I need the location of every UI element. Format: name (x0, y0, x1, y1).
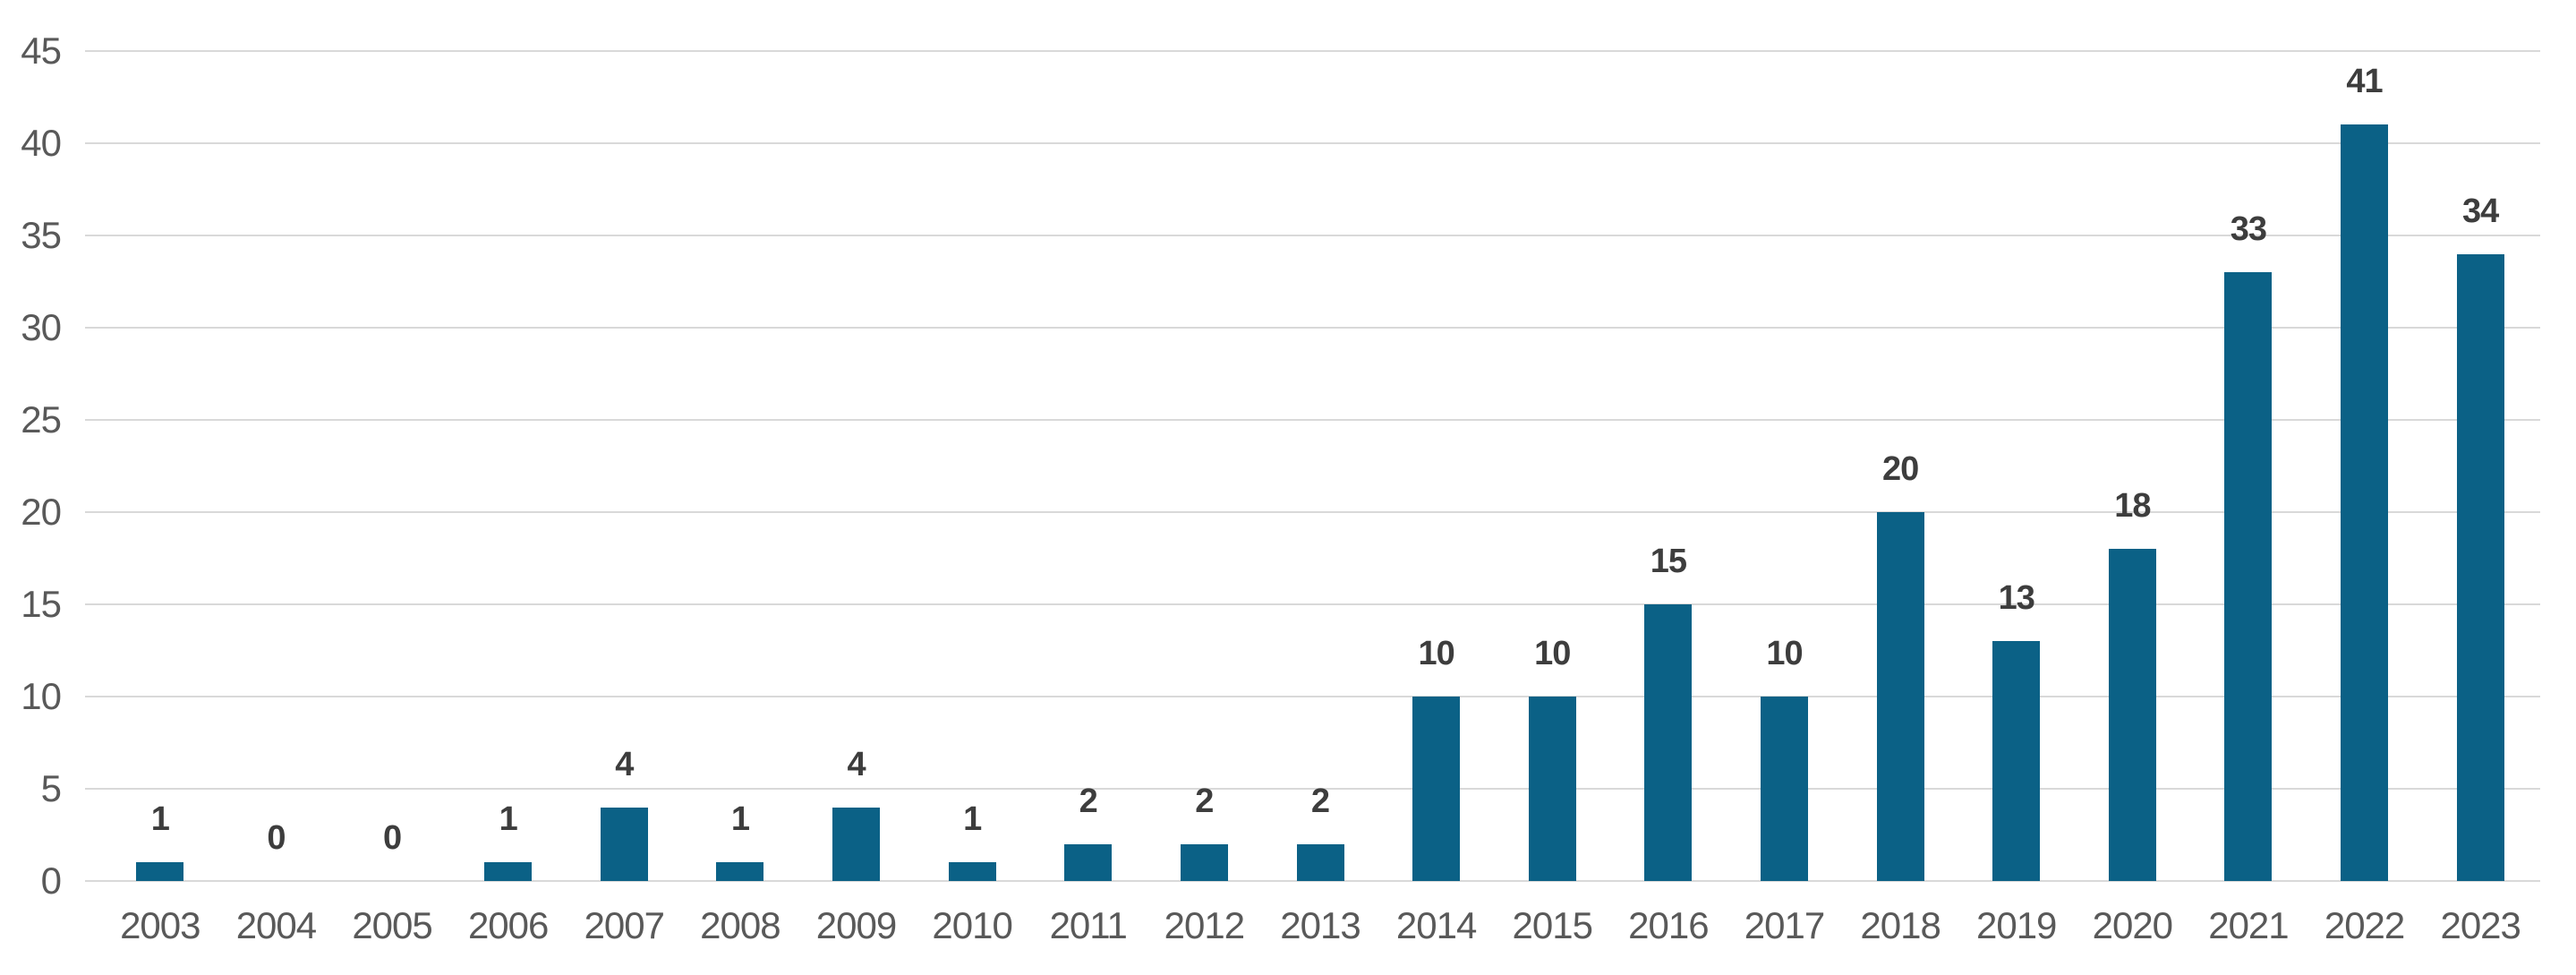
bar-2007 (600, 807, 648, 881)
bar-value-label: 33 (2230, 210, 2267, 249)
x-tick-label: 2003 (120, 904, 200, 946)
bar-value-label: 15 (1650, 543, 1687, 580)
bar-2022 (2341, 124, 2389, 881)
x-tick-label: 2016 (1628, 904, 1709, 946)
bar-value-label: 1 (150, 800, 170, 839)
bar-value-label: 1 (730, 800, 750, 839)
y-tick-label: 15 (21, 583, 62, 625)
bar-2015 (1528, 697, 1576, 881)
y-tick-label: 20 (21, 491, 62, 533)
bar-2021 (2224, 272, 2273, 881)
bar-value-label: 34 (2462, 192, 2499, 230)
gridline (85, 511, 2540, 513)
x-tick-label: 2009 (815, 904, 897, 946)
bar-value-label: 1 (963, 800, 982, 839)
gridline (85, 235, 2540, 236)
gridline (85, 696, 2540, 697)
bar-value-label: 1 (499, 800, 518, 839)
gridline (85, 142, 2540, 144)
bar-2013 (1296, 843, 1344, 881)
gridline (85, 327, 2540, 329)
bar-value-label: 2 (1195, 782, 1214, 820)
bar-2020 (2108, 549, 2156, 881)
bar-2009 (832, 807, 881, 881)
bar-2010 (948, 862, 996, 881)
x-tick-label: 2014 (1395, 904, 1477, 946)
y-tick-label: 45 (21, 30, 62, 72)
bar-2011 (1064, 843, 1113, 881)
y-tick-label: 30 (21, 306, 62, 348)
bar-value-label: 10 (1418, 635, 1454, 672)
bar-value-label: 2 (1310, 782, 1330, 820)
bar-2012 (1180, 843, 1228, 881)
y-tick-label: 25 (21, 398, 62, 440)
x-tick-label: 2022 (2324, 904, 2405, 946)
bar-2017 (1760, 697, 1808, 881)
bar-value-label: 4 (847, 745, 866, 783)
x-tick-label: 2006 (467, 904, 549, 946)
bar-value-label: 0 (382, 819, 402, 857)
y-tick-label: 0 (40, 860, 62, 902)
y-tick-label: 35 (21, 214, 62, 256)
x-tick-label: 2015 (1512, 904, 1593, 946)
x-tick-label: 2019 (1975, 904, 2057, 946)
bar-value-label: 41 (2346, 63, 2383, 101)
gridline (85, 50, 2540, 52)
bar-2014 (1412, 697, 1461, 881)
bar-2016 (1644, 604, 1693, 881)
x-tick-label: 2023 (2440, 904, 2521, 946)
x-tick-label: 2013 (1280, 904, 1361, 946)
y-tick-label: 10 (21, 675, 62, 717)
x-tick-label: 2005 (352, 904, 432, 946)
bar-value-label: 0 (267, 819, 286, 857)
x-tick-label: 2018 (1860, 904, 1941, 946)
bar-2019 (1992, 641, 2041, 881)
bar-value-label: 18 (2114, 487, 2151, 526)
gridline (85, 419, 2540, 421)
gridline (85, 603, 2540, 605)
gridline (85, 788, 2540, 790)
bar-2008 (716, 862, 764, 881)
bar-value-label: 10 (1534, 635, 1571, 672)
x-tick-label: 2008 (700, 904, 780, 946)
bar-value-label: 20 (1881, 450, 1919, 488)
x-tick-label: 2004 (235, 904, 317, 946)
x-tick-label: 2020 (2092, 904, 2173, 946)
bar-2006 (484, 862, 533, 881)
bar-2003 (136, 862, 184, 881)
x-tick-label: 2012 (1164, 904, 1245, 946)
x-tick-label: 2017 (1744, 904, 1825, 946)
bar-value-label: 10 (1766, 635, 1803, 672)
y-tick-label: 40 (21, 122, 62, 164)
bar-2018 (1876, 512, 1924, 881)
gridline (85, 880, 2540, 882)
bar-value-label: 2 (1079, 782, 1098, 820)
y-tick-label: 5 (40, 767, 62, 809)
x-tick-label: 2007 (584, 904, 665, 946)
bar-value-label: 13 (1998, 579, 2035, 618)
bar-value-label: 4 (615, 745, 634, 783)
x-tick-label: 2021 (2208, 904, 2289, 946)
x-tick-label: 2010 (932, 904, 1012, 946)
bar-2023 (2456, 253, 2504, 881)
x-tick-label: 2011 (1049, 904, 1128, 946)
